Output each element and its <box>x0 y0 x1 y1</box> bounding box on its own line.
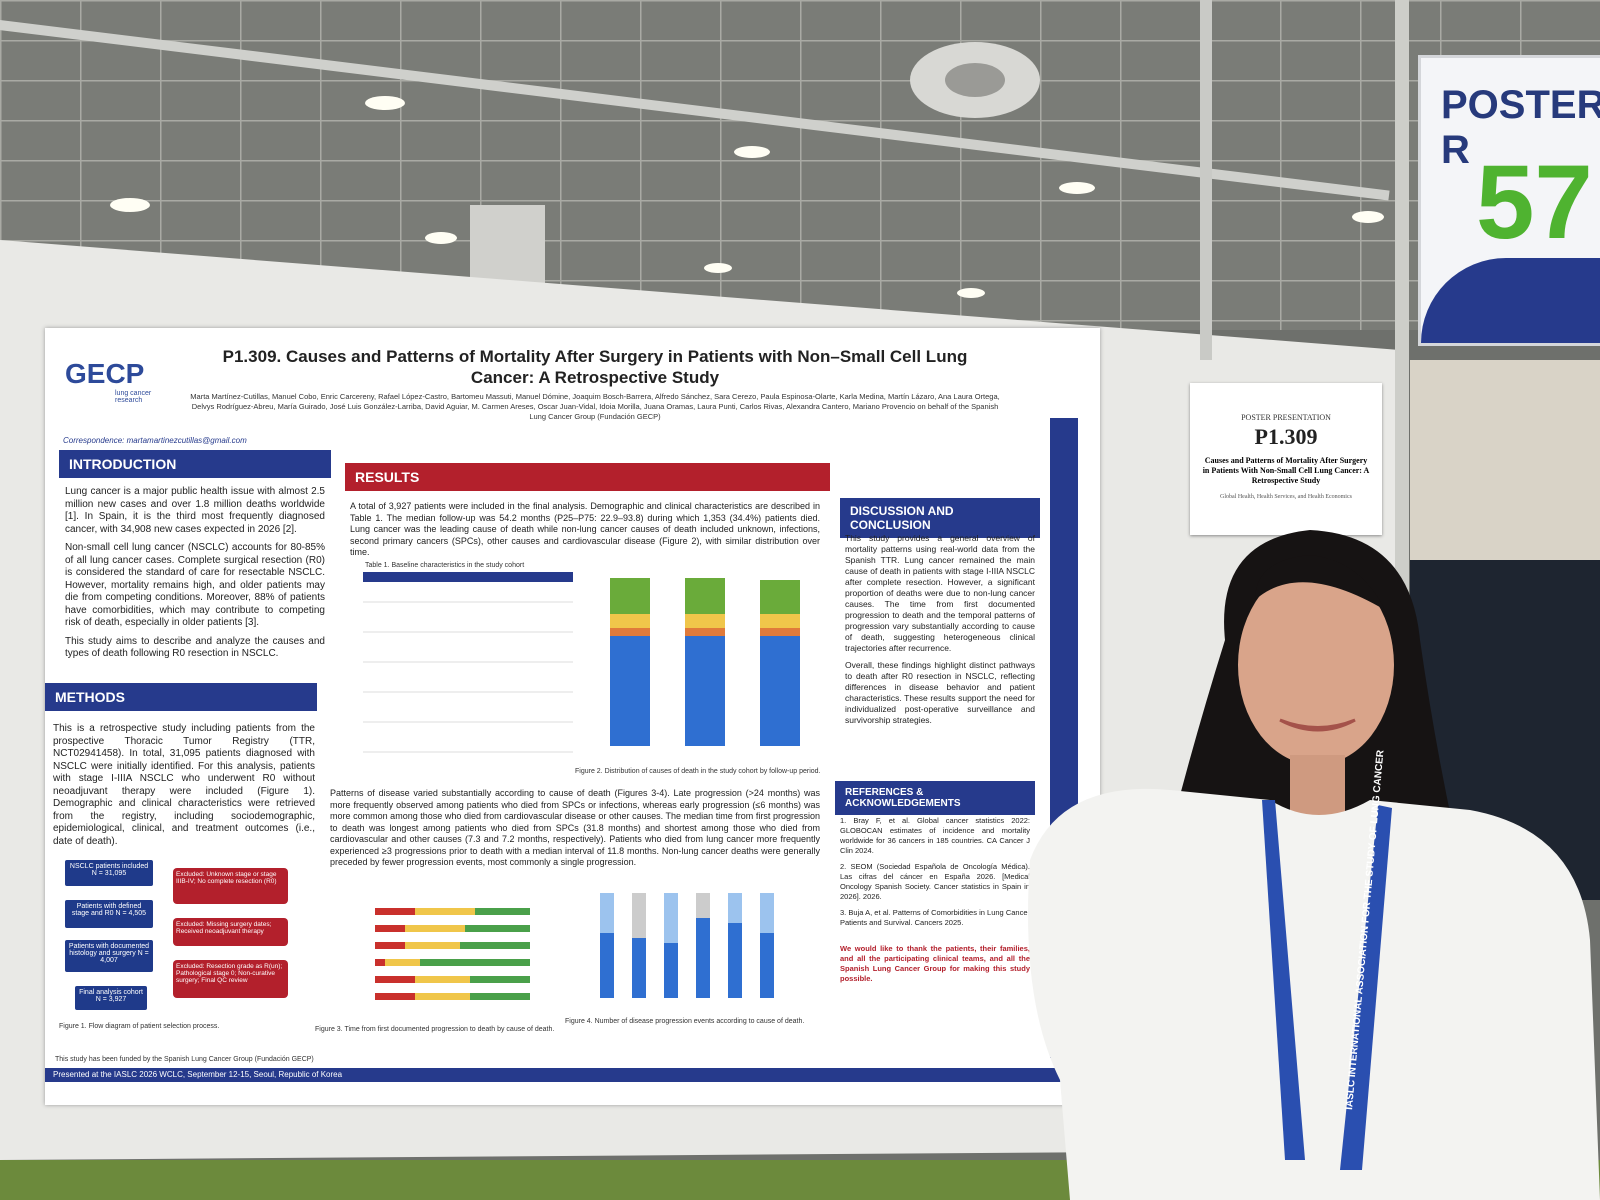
poster: GECP lung cancer research P1.309. Causes… <box>45 328 1100 1105</box>
lanyard-left <box>1262 800 1305 1160</box>
figure-caption: Figure 2. Distribution of causes of deat… <box>575 768 821 775</box>
neck <box>1290 755 1345 815</box>
section-heading: INTRODUCTION <box>59 450 331 478</box>
card-code: P1.309 <box>1254 424 1318 449</box>
section-body: Patterns of disease varied substantially… <box>330 788 820 875</box>
section-heading: RESULTS <box>345 463 830 491</box>
figure-4 <box>600 893 774 998</box>
section-body: This is a retrospective study including … <box>53 723 315 854</box>
card-track: Global Health, Health Services, and Heal… <box>1220 494 1352 500</box>
card-title: Causes and Patterns of Mortality After S… <box>1202 456 1370 485</box>
poster-title: P1.309. Causes and Patterns of Mortality… <box>222 347 968 387</box>
ceiling-beam <box>0 20 1390 201</box>
frame-post <box>1200 0 1212 360</box>
hall-wall <box>1410 360 1600 560</box>
exclusion-box: Excluded: Unknown stage or stage IIIB-IV… <box>173 868 288 904</box>
exclusion-box: Excluded: Missing surgery dates; Receive… <box>173 918 288 946</box>
paragraph: Non-small cell lung cancer (NSCLC) accou… <box>65 542 325 628</box>
section-heading: DISCUSSION AND CONCLUSION <box>840 498 1040 538</box>
paragraph: This study aims to describe and analyze … <box>65 635 325 660</box>
paragraph: Overall, these findings highlight distin… <box>845 660 1035 725</box>
logo-subtitle: lung cancer research <box>115 390 152 404</box>
poster-footer: Presented at the IASLC 2026 WCLC, Septem… <box>45 1068 1080 1082</box>
paragraph: Lung cancer is a major public health iss… <box>65 486 325 535</box>
flow-box: Final analysis cohort N = 3,927 <box>75 986 147 1010</box>
face <box>1238 565 1394 765</box>
reference: 1. Bray F, et al. Global cancer statisti… <box>840 816 1030 855</box>
blouse <box>1028 788 1600 1200</box>
reference: 2. SEOM (Sociedad Española de Oncología … <box>840 862 1030 901</box>
figure-2 <box>610 578 800 746</box>
reference: 3. Buja A, et al. Patterns of Comorbidit… <box>840 908 1030 927</box>
figure-caption: Figure 3. Time from first documented pro… <box>315 1026 555 1033</box>
sign-number: 57 <box>1476 144 1593 261</box>
funding-note: This study has been funded by the Spanis… <box>55 1056 314 1063</box>
paragraph: A total of 3,927 patients were included … <box>350 501 820 557</box>
session-sign: POSTER R 57 <box>1418 55 1600 346</box>
flow-box: NSCLC patients included N = 31,095 <box>65 860 153 886</box>
exclusion-box: Excluded: Resection grade as R(un); Path… <box>173 960 288 998</box>
flow-box: Patients with defined stage and R0 N = 4… <box>65 900 153 928</box>
section-body: Lung cancer is a major public health iss… <box>65 486 325 667</box>
flow-box: Patients with documented histology and s… <box>65 940 153 972</box>
presentation-card: POSTER PRESENTATION P1.309 Causes and Pa… <box>1190 383 1382 535</box>
paragraph: This study provides a general overview o… <box>845 533 1035 653</box>
correspondence: Correspondence: martamartinezcutillas@gm… <box>63 436 247 445</box>
section-body: 1. Bray F, et al. Global cancer statisti… <box>840 816 1030 990</box>
air-vent-center <box>945 63 1005 97</box>
figure-3 <box>375 908 530 1000</box>
paragraph: Patterns of disease varied substantially… <box>330 788 820 867</box>
section-body: This study provides a general overview o… <box>845 533 1035 732</box>
figure-caption: Figure 4. Number of disease progression … <box>565 1018 805 1025</box>
authors: Marta Martínez-Cutillas, Manuel Cobo, En… <box>190 392 1000 421</box>
logo: GECP <box>65 358 145 389</box>
section-body: A total of 3,927 patients were included … <box>350 501 820 565</box>
figure-caption: Figure 1. Flow diagram of patient select… <box>59 1023 220 1030</box>
sign-title: POSTER R <box>1441 83 1600 172</box>
acknowledgement: We would like to thank the patients, the… <box>840 944 1030 983</box>
table-caption: Table 1. Baseline characteristics in the… <box>365 562 525 569</box>
column <box>470 205 545 285</box>
paragraph: This is a retrospective study including … <box>53 723 315 847</box>
section-heading: METHODS <box>45 683 317 711</box>
fringe <box>1255 555 1385 610</box>
lanyard-right <box>1340 805 1392 1170</box>
table-1 <box>363 572 573 753</box>
section-heading: REFERENCES & ACKNOWLEDGEMENTS <box>835 781 1035 815</box>
card-label: POSTER PRESENTATION <box>1241 413 1331 422</box>
smile <box>1279 718 1356 732</box>
